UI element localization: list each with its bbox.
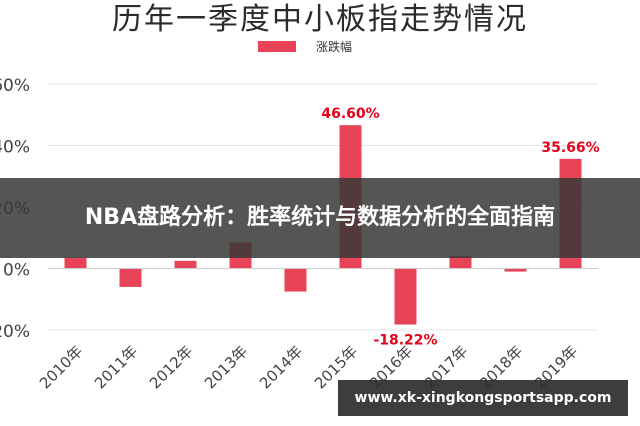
bar bbox=[394, 268, 417, 325]
x-tick-label: 2013年 bbox=[201, 342, 251, 392]
legend-label: 涨跌幅 bbox=[316, 40, 353, 54]
data-label: 46.60% bbox=[321, 106, 379, 122]
headline-text: NBA盘路分析：胜率统计与数据分析的全面指南 bbox=[84, 205, 556, 230]
bar bbox=[174, 260, 197, 269]
bar bbox=[119, 268, 142, 287]
bar bbox=[284, 268, 307, 292]
watermark-banner: www.xk-xingkongsportsapp.com bbox=[338, 380, 628, 416]
x-tick-label: 2014年 bbox=[256, 342, 306, 392]
y-tick-label: 60% bbox=[0, 76, 30, 96]
y-tick-label: 40% bbox=[0, 138, 30, 158]
x-tick-label: 2012年 bbox=[146, 342, 196, 392]
watermark-text: www.xk-xingkongsportsapp.com bbox=[354, 390, 612, 406]
x-tick-label: 2011年 bbox=[91, 342, 141, 392]
y-tick-label: -20% bbox=[0, 322, 30, 342]
bar bbox=[449, 256, 472, 269]
x-tick-label: 2010年 bbox=[36, 342, 86, 392]
legend-swatch bbox=[258, 41, 296, 52]
bar bbox=[504, 268, 527, 272]
data-label: 35.66% bbox=[541, 140, 599, 156]
bar bbox=[64, 257, 87, 269]
chart-title: 历年一季度中小板指走势情况 bbox=[112, 2, 528, 37]
data-label: -18.22% bbox=[373, 333, 437, 349]
y-tick-label: 0% bbox=[3, 261, 30, 281]
headline-banner: NBA盘路分析：胜率统计与数据分析的全面指南 bbox=[0, 178, 640, 258]
